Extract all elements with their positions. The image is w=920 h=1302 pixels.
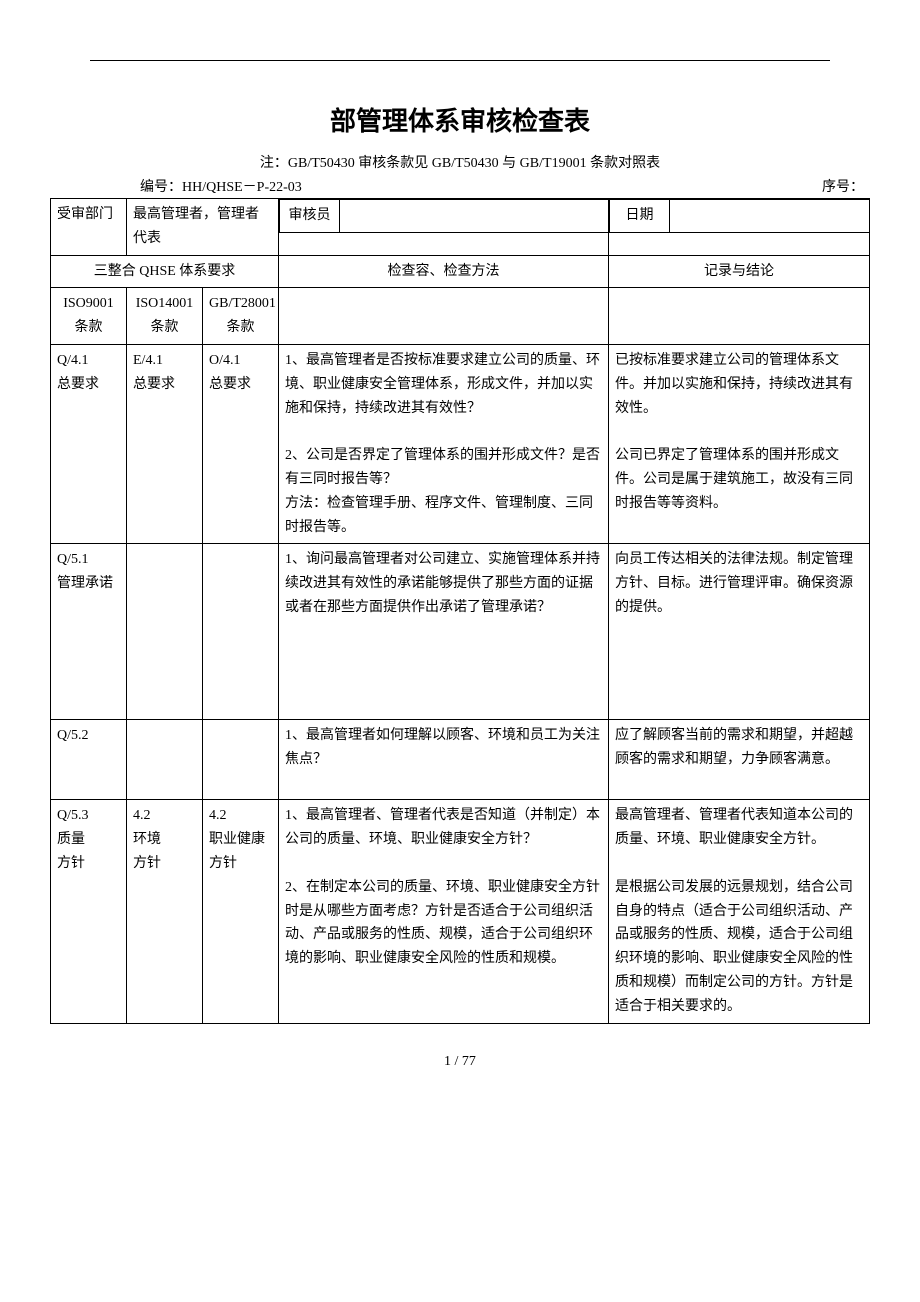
col-group: 三整合 QHSE 体系要求 — [51, 255, 279, 288]
iso14001-cell — [127, 544, 203, 720]
auditor-label: 审核员 — [280, 200, 340, 233]
doc-no-value: HH/QHSE－P-22-03 — [182, 180, 302, 195]
table-header-group: 三整合 QHSE 体系要求 检查容、检查方法 记录与结论 — [51, 255, 870, 288]
seq-label: 序号： — [822, 176, 864, 196]
table-row: Q/4.1 总要求E/4.1 总要求O/4.1 总要求1、最高管理者是否按标准要… — [51, 344, 870, 543]
check-cell: 1、最高管理者如何理解以顾客、环境和员工为关注焦点？ — [279, 719, 609, 799]
gbt28001-cell — [203, 544, 279, 720]
result-cell: 已按标准要求建立公司的管理体系文件。并加以实施和保持，持续改进其有效性。 公司已… — [609, 344, 870, 543]
dept-value: 最高管理者，管理者代表 — [127, 199, 279, 256]
doc-number: 编号：HH/QHSE－P-22-03 — [140, 176, 302, 196]
result-cell: 应了解顾客当前的需求和期望，并超越顾客的需求和期望，力争顾客满意。 — [609, 719, 870, 799]
gbt28001-cell: O/4.1 总要求 — [203, 344, 279, 543]
iso9001-cell: Q/5.1 管理承诺 — [51, 544, 127, 720]
gbt28001-cell — [203, 719, 279, 799]
dept-label: 受审部门 — [51, 199, 127, 256]
iso9001-cell: Q/5.2 — [51, 719, 127, 799]
col-gbt28001: GB/T28001 条款 — [203, 288, 279, 345]
table-row: Q/5.1 管理承诺 1、询问最高管理者对公司建立、实施管理体系并持续改进其有效性… — [51, 544, 870, 720]
iso14001-cell: E/4.1 总要求 — [127, 344, 203, 543]
audit-table: 受审部门 最高管理者，管理者代表 审核员 日期 三整合 QHSE 体系要求 检查… — [50, 198, 870, 1024]
top-rule — [90, 60, 830, 61]
col-check-blank — [279, 288, 609, 345]
table-row: Q/5.3 质量 方针4.2 环境 方针4.2 职业健康 方针1、最高管理者、管… — [51, 800, 870, 1023]
auditor-value — [340, 200, 609, 233]
page-title: 部管理体系审核检查表 — [50, 101, 870, 138]
iso14001-cell — [127, 719, 203, 799]
doc-no-label: 编号： — [140, 180, 182, 195]
result-cell: 向员工传达相关的法律法规。制定管理方针、目标。进行管理评审。确保资源的提供。 — [609, 544, 870, 720]
check-cell: 1、最高管理者、管理者代表是否知道（并制定）本公司的质量、环境、职业健康安全方针… — [279, 800, 609, 1023]
date-cell: 日期 — [609, 199, 870, 256]
date-label: 日期 — [610, 200, 670, 233]
table-header-info: 受审部门 最高管理者，管理者代表 审核员 日期 — [51, 199, 870, 256]
note-line: 注：GB/T50430 审核条款见 GB/T50430 与 GB/T19001 … — [50, 152, 870, 172]
check-cell: 1、询问最高管理者对公司建立、实施管理体系并持续改进其有效性的承诺能够提供了那些… — [279, 544, 609, 720]
meta-row: 编号：HH/QHSE－P-22-03 序号： — [50, 176, 870, 198]
iso9001-cell: Q/5.3 质量 方针 — [51, 800, 127, 1023]
col-check: 检查容、检查方法 — [279, 255, 609, 288]
table-row: Q/5.2 1、最高管理者如何理解以顾客、环境和员工为关注焦点？ 应了解顾客当前的… — [51, 719, 870, 799]
iso14001-cell: 4.2 环境 方针 — [127, 800, 203, 1023]
page-number: 1 / 77 — [50, 1054, 870, 1070]
iso9001-cell: Q/4.1 总要求 — [51, 344, 127, 543]
result-cell: 最高管理者、管理者代表知道本公司的质量、环境、职业健康安全方针。 是根据公司发展… — [609, 800, 870, 1023]
check-cell: 1、最高管理者是否按标准要求建立公司的质量、环境、职业健康安全管理体系，形成文件… — [279, 344, 609, 543]
table-header-iso: ISO9001 条款 ISO14001 条款 GB/T28001 条款 — [51, 288, 870, 345]
col-result-blank — [609, 288, 870, 345]
auditor-cell: 审核员 — [279, 199, 609, 256]
col-iso9001: ISO9001 条款 — [51, 288, 127, 345]
col-iso14001: ISO14001 条款 — [127, 288, 203, 345]
col-result: 记录与结论 — [609, 255, 870, 288]
gbt28001-cell: 4.2 职业健康 方针 — [203, 800, 279, 1023]
date-value — [670, 200, 870, 233]
